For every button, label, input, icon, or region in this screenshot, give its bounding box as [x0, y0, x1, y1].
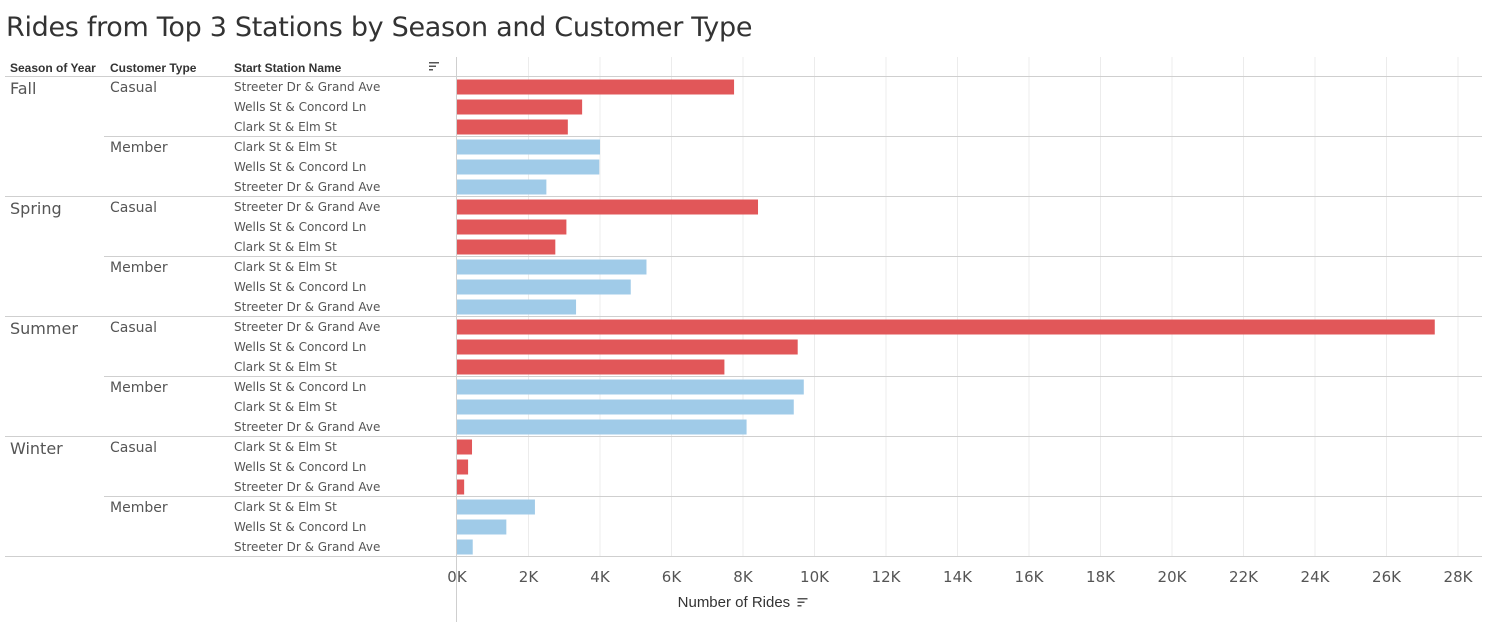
- x-tick-label: 28K: [1444, 568, 1474, 586]
- x-tick-label: 16K: [1015, 568, 1045, 586]
- x-tick-label: 6K: [662, 568, 683, 586]
- station-name-label: Clark St & Elm St: [234, 500, 337, 514]
- x-tick-label: 10K: [800, 568, 830, 586]
- station-name-label: Wells St & Concord Ln: [234, 100, 366, 114]
- station-name-label: Streeter Dr & Grand Ave: [234, 200, 380, 214]
- x-axis-title: Number of Rides: [0, 594, 1487, 611]
- x-tick-label: 20K: [1158, 568, 1188, 586]
- station-name-label: Clark St & Elm St: [234, 240, 337, 254]
- station-name-label: Clark St & Elm St: [234, 440, 337, 454]
- customer-type-label: Casual: [110, 80, 157, 96]
- bar: [457, 319, 1435, 335]
- sort-axis-icon[interactable]: [797, 597, 809, 608]
- bar: [457, 79, 735, 95]
- bar: [457, 539, 473, 555]
- x-tick-label: 22K: [1229, 568, 1259, 586]
- station-name-label: Streeter Dr & Grand Ave: [234, 80, 380, 94]
- station-name-label: Clark St & Elm St: [234, 120, 337, 134]
- x-tick-label: 12K: [872, 568, 902, 586]
- season-label: Summer: [10, 319, 78, 338]
- station-name-label: Wells St & Concord Ln: [234, 340, 366, 354]
- station-name-label: Wells St & Concord Ln: [234, 520, 366, 534]
- bar: [457, 499, 535, 515]
- header-customer-type[interactable]: Customer Type: [110, 61, 197, 75]
- customer-type-label: Casual: [110, 320, 157, 336]
- customer-type-label: Member: [110, 380, 168, 396]
- bar: [457, 439, 473, 455]
- station-name-label: Wells St & Concord Ln: [234, 280, 366, 294]
- x-tick-label: 8K: [733, 568, 754, 586]
- bar: [457, 379, 804, 395]
- bar: [457, 239, 556, 255]
- bar: [457, 419, 747, 435]
- x-tick-label: 2K: [519, 568, 540, 586]
- bar: [457, 159, 600, 175]
- chart-title: Rides from Top 3 Stations by Season and …: [6, 12, 753, 43]
- station-name-label: Streeter Dr & Grand Ave: [234, 480, 380, 494]
- customer-type-label: Casual: [110, 440, 157, 456]
- bar: [457, 459, 469, 475]
- x-tick-label: 18K: [1086, 568, 1116, 586]
- station-name-label: Wells St & Concord Ln: [234, 160, 366, 174]
- station-name-label: Clark St & Elm St: [234, 260, 337, 274]
- station-name-label: Wells St & Concord Ln: [234, 460, 366, 474]
- station-name-label: Wells St & Concord Ln: [234, 380, 366, 394]
- x-tick-label: 4K: [590, 568, 611, 586]
- bar: [457, 399, 794, 415]
- x-tick-label: 24K: [1301, 568, 1331, 586]
- station-name-label: Streeter Dr & Grand Ave: [234, 420, 380, 434]
- bar: [457, 339, 798, 355]
- station-name-label: Streeter Dr & Grand Ave: [234, 300, 380, 314]
- bar: [457, 219, 567, 235]
- station-name-label: Streeter Dr & Grand Ave: [234, 320, 380, 334]
- customer-type-label: Member: [110, 500, 168, 516]
- sort-descending-icon[interactable]: [429, 61, 440, 72]
- x-tick-label: 0K: [447, 568, 468, 586]
- station-name-label: Streeter Dr & Grand Ave: [234, 540, 380, 554]
- station-name-label: Clark St & Elm St: [234, 400, 337, 414]
- bar: [457, 139, 600, 155]
- customer-type-label: Member: [110, 140, 168, 156]
- bar: [457, 259, 647, 275]
- x-tick-label: 14K: [943, 568, 973, 586]
- season-label: Spring: [10, 199, 62, 218]
- season-label: Winter: [10, 439, 63, 458]
- customer-type-label: Casual: [110, 200, 157, 216]
- header-season-of-year[interactable]: Season of Year: [10, 61, 96, 75]
- season-label: Fall: [10, 79, 36, 98]
- station-name-label: Clark St & Elm St: [234, 140, 337, 154]
- header-start-station-name[interactable]: Start Station Name: [234, 61, 342, 75]
- station-name-label: Wells St & Concord Ln: [234, 220, 366, 234]
- x-tick-label: 26K: [1372, 568, 1402, 586]
- x-axis-title-text: Number of Rides: [677, 594, 791, 611]
- bar: [457, 199, 759, 215]
- bar: [457, 99, 583, 115]
- bar: [457, 479, 465, 495]
- bar: [457, 119, 568, 135]
- customer-type-label: Member: [110, 260, 168, 276]
- station-name-label: Clark St & Elm St: [234, 360, 337, 374]
- bar: [457, 359, 725, 375]
- bar: [457, 299, 577, 315]
- station-name-label: Streeter Dr & Grand Ave: [234, 180, 380, 194]
- bar: [457, 179, 547, 195]
- bar: [457, 279, 631, 295]
- bar: [457, 519, 507, 535]
